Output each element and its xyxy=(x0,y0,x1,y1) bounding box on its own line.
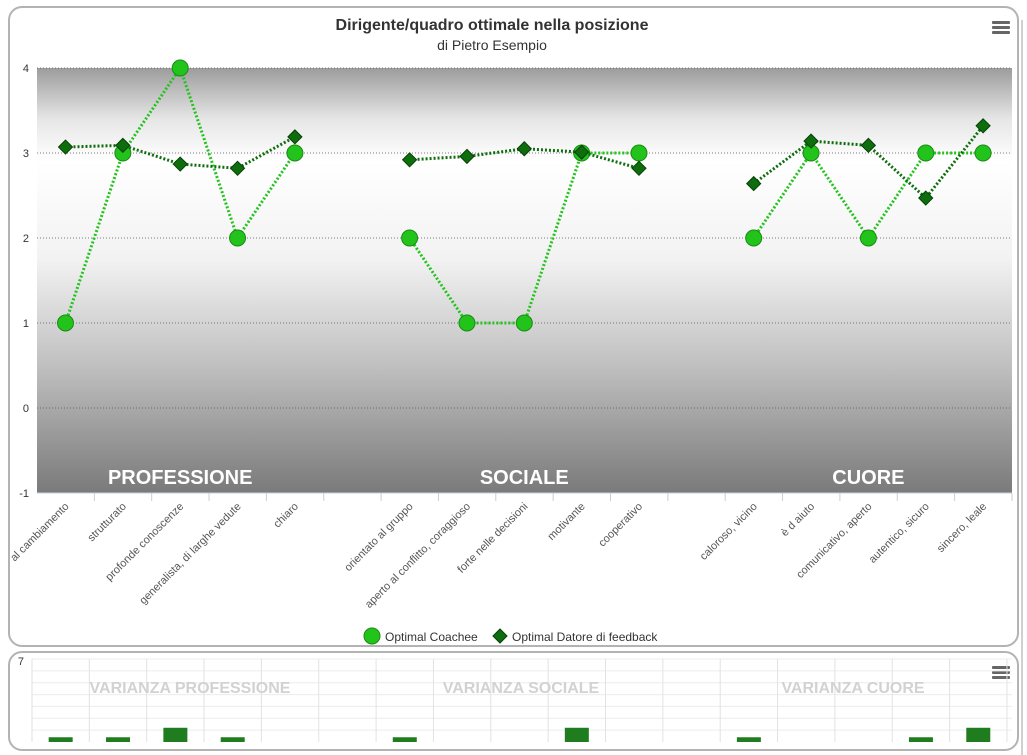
main-chart-panel xyxy=(8,6,1019,647)
scrollbar-edge xyxy=(1021,20,1027,755)
chart-menu-icon[interactable] xyxy=(992,21,1010,35)
variance-chart-panel xyxy=(8,651,1019,751)
variance-menu-icon[interactable] xyxy=(992,666,1010,680)
